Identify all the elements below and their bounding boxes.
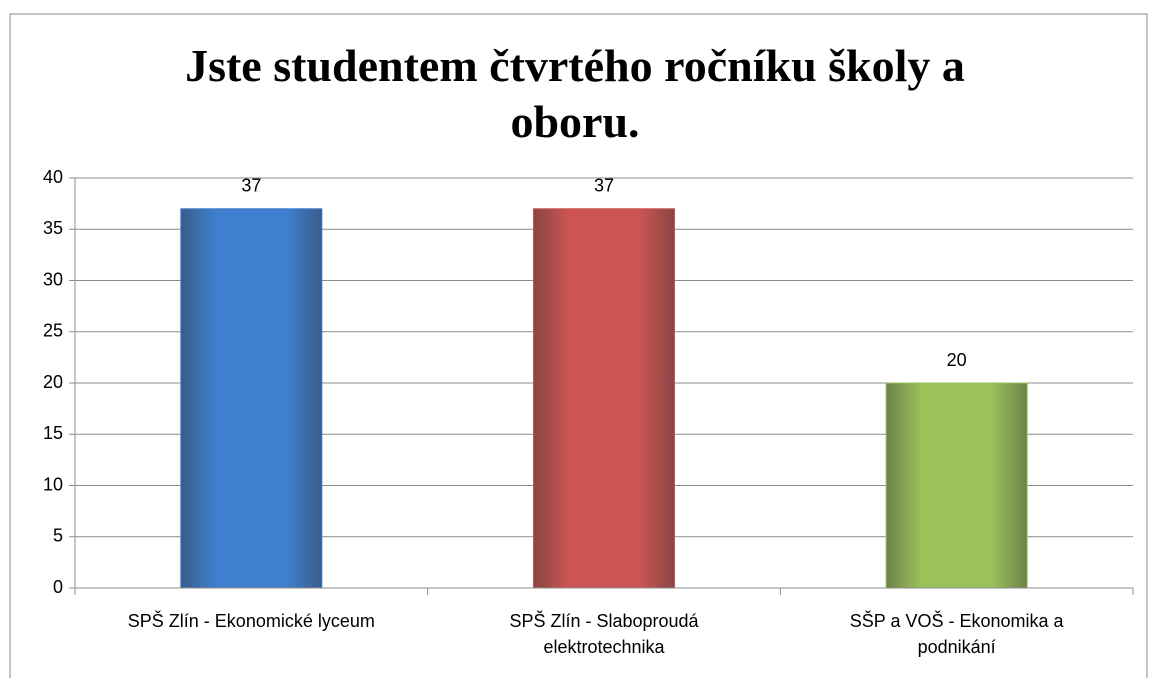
y-tick-label: 5 bbox=[53, 526, 63, 546]
y-tick-label: 0 bbox=[53, 577, 63, 597]
x-tick-label: SPŠ Zlín - Ekonomické lyceum bbox=[127, 611, 375, 631]
y-tick-label: 20 bbox=[43, 372, 63, 392]
bar bbox=[180, 208, 323, 589]
x-tick-label: SŠP a VOŠ - Ekonomika a podnikání bbox=[849, 611, 1064, 657]
y-tick-label: 25 bbox=[43, 321, 63, 341]
y-tick-label: 10 bbox=[43, 474, 63, 494]
chart-frame bbox=[9, 13, 1148, 678]
data-label: 37 bbox=[241, 176, 261, 196]
data-label: 20 bbox=[947, 350, 967, 370]
data-label: 37 bbox=[594, 176, 614, 196]
y-tick-label: 30 bbox=[43, 269, 63, 289]
bar bbox=[885, 382, 1028, 589]
x-tick-label: SPŠ Zlín - Slaboproudá elektrotechnika bbox=[509, 611, 699, 657]
y-tick-label: 15 bbox=[43, 423, 63, 443]
chart-title: Jste studentem čtvrtého ročníku školy a … bbox=[185, 40, 965, 147]
bar bbox=[532, 208, 676, 589]
y-tick-label: 35 bbox=[43, 218, 63, 238]
y-tick-label: 40 bbox=[43, 167, 63, 187]
